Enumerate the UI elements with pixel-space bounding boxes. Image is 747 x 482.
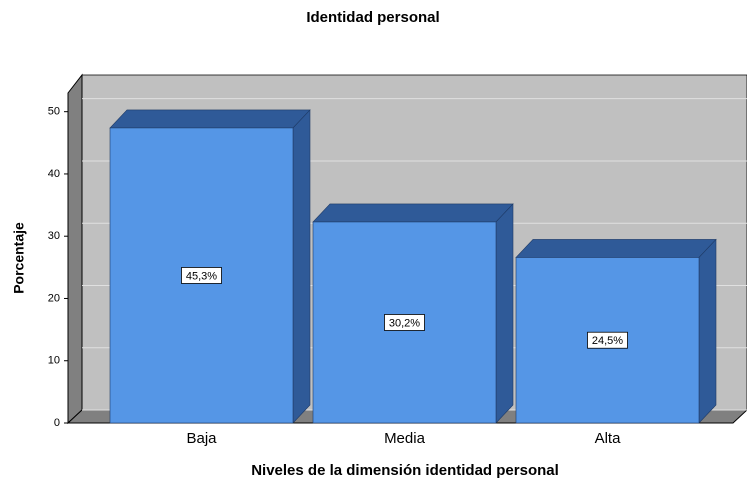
chart-title: Identidad personal xyxy=(306,9,439,26)
value-label: 30,2% xyxy=(389,317,420,329)
bar-top xyxy=(312,203,514,223)
value-label-box xyxy=(587,331,628,349)
y-tick-label: 30 xyxy=(48,230,60,242)
bar-top xyxy=(515,239,717,258)
bar xyxy=(312,203,514,424)
bar-side xyxy=(698,238,717,424)
value-label: 24,5% xyxy=(592,335,623,347)
value-label: 45,3% xyxy=(186,270,217,282)
x-axis-label: Niveles de la dimensión identidad person… xyxy=(251,462,559,479)
y-tick-label: 20 xyxy=(48,292,60,304)
y-axis-label: Porcentaje xyxy=(11,222,27,294)
bar xyxy=(109,109,311,424)
y-tick-label: 50 xyxy=(48,106,60,118)
bar-side xyxy=(292,109,311,424)
x-tick-label: Alta xyxy=(595,430,622,447)
bar-top xyxy=(109,109,311,129)
value-label-box xyxy=(384,314,425,331)
x-tick-label: Media xyxy=(384,430,426,447)
y-tick-label: 0 xyxy=(54,417,60,429)
bar xyxy=(515,238,717,424)
y-tick-label: 40 xyxy=(48,168,60,180)
side-wall xyxy=(67,73,83,425)
x-tick-label: Baja xyxy=(186,430,217,447)
bar-side xyxy=(495,203,514,424)
y-tick-label: 10 xyxy=(48,355,60,367)
value-label-box xyxy=(181,267,222,284)
